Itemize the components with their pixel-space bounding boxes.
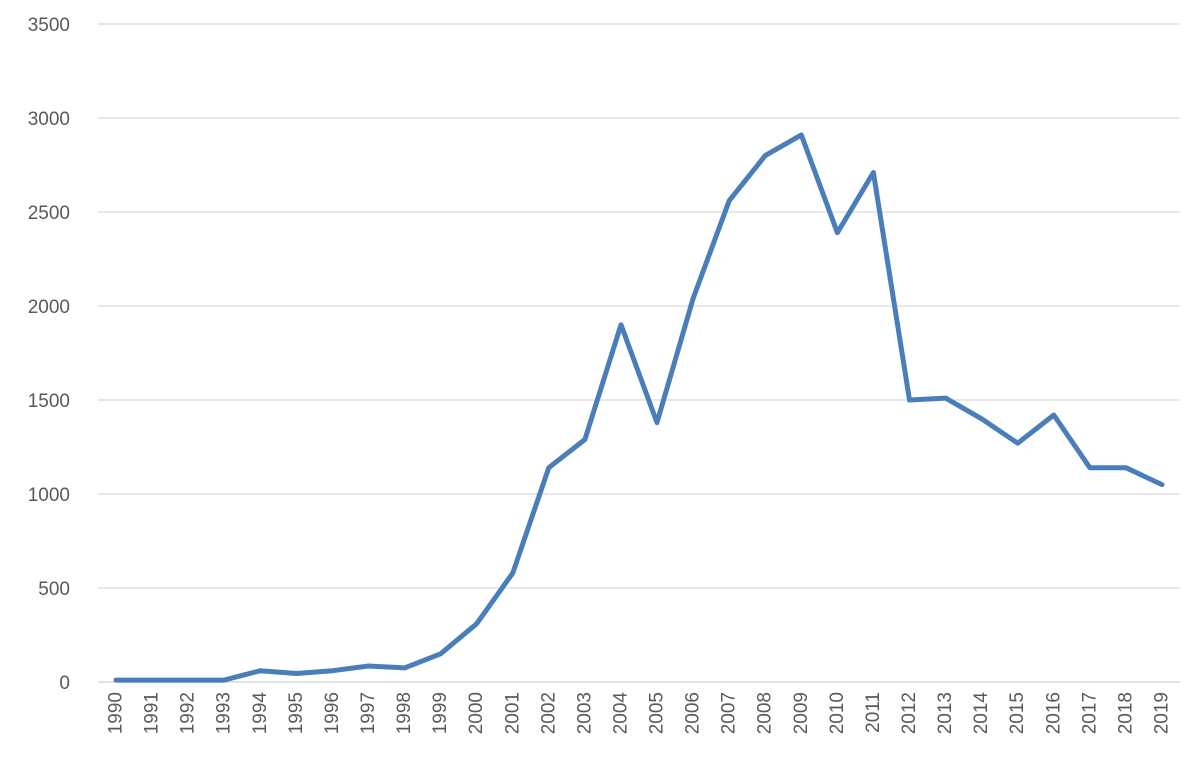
x-tick-label: 2006 [683, 692, 704, 734]
x-tick-label: 2005 [647, 692, 668, 734]
x-tick-label: 2003 [574, 692, 595, 734]
y-tick-label: 1000 [28, 485, 70, 506]
series-line [113, 132, 1165, 683]
y-tick-label: 3500 [28, 15, 70, 36]
x-tick-label: 2018 [1115, 692, 1136, 734]
x-tick-label: 2016 [1043, 692, 1064, 734]
y-tick-label: 0 [59, 673, 70, 694]
x-tick-label: 2000 [466, 692, 487, 734]
x-tick-label: 2007 [719, 692, 740, 734]
y-tick-label: 2500 [28, 203, 70, 224]
x-tick-label: 1991 [142, 692, 163, 734]
x-tick-label: 2002 [538, 692, 559, 734]
y-tick-label: 1500 [28, 391, 70, 412]
x-tick-label: 2015 [1007, 692, 1028, 734]
x-tick-label: 1993 [214, 692, 235, 734]
x-tick-label: 2004 [610, 692, 631, 735]
y-tick-label: 2000 [28, 297, 70, 318]
gridlines [98, 23, 1180, 683]
x-tick-label: 2019 [1151, 692, 1172, 734]
x-tick-label: 2017 [1079, 692, 1100, 734]
x-tick-label: 1997 [358, 692, 379, 734]
x-axis: 1990 1991 1992 1993 1994 1995 1996 1997 1998 1999… [106, 692, 1173, 735]
x-tick-label: 2010 [827, 692, 848, 734]
y-axis: 0 500 1000 1500 2000 2500 3000 3500 [28, 15, 70, 694]
x-tick-label: 2011 [863, 692, 884, 733]
x-tick-label: 1996 [322, 692, 343, 734]
y-tick-label: 3000 [28, 109, 70, 130]
x-tick-label: 2012 [899, 692, 920, 734]
y-tick-label: 500 [38, 579, 70, 600]
x-tick-label: 2014 [971, 692, 992, 735]
x-tick-label: 2008 [755, 692, 776, 734]
series-group [113, 132, 1165, 683]
x-tick-label: 1995 [286, 692, 307, 734]
x-tick-label: 2001 [502, 692, 523, 734]
x-tick-label: 1990 [106, 692, 127, 734]
x-tick-label: 1998 [394, 692, 415, 734]
x-tick-label: 1992 [178, 692, 199, 734]
x-tick-label: 1999 [430, 692, 451, 734]
x-tick-label: 1994 [250, 692, 271, 735]
x-tick-label: 2009 [791, 692, 812, 734]
x-tick-label: 2013 [935, 692, 956, 734]
